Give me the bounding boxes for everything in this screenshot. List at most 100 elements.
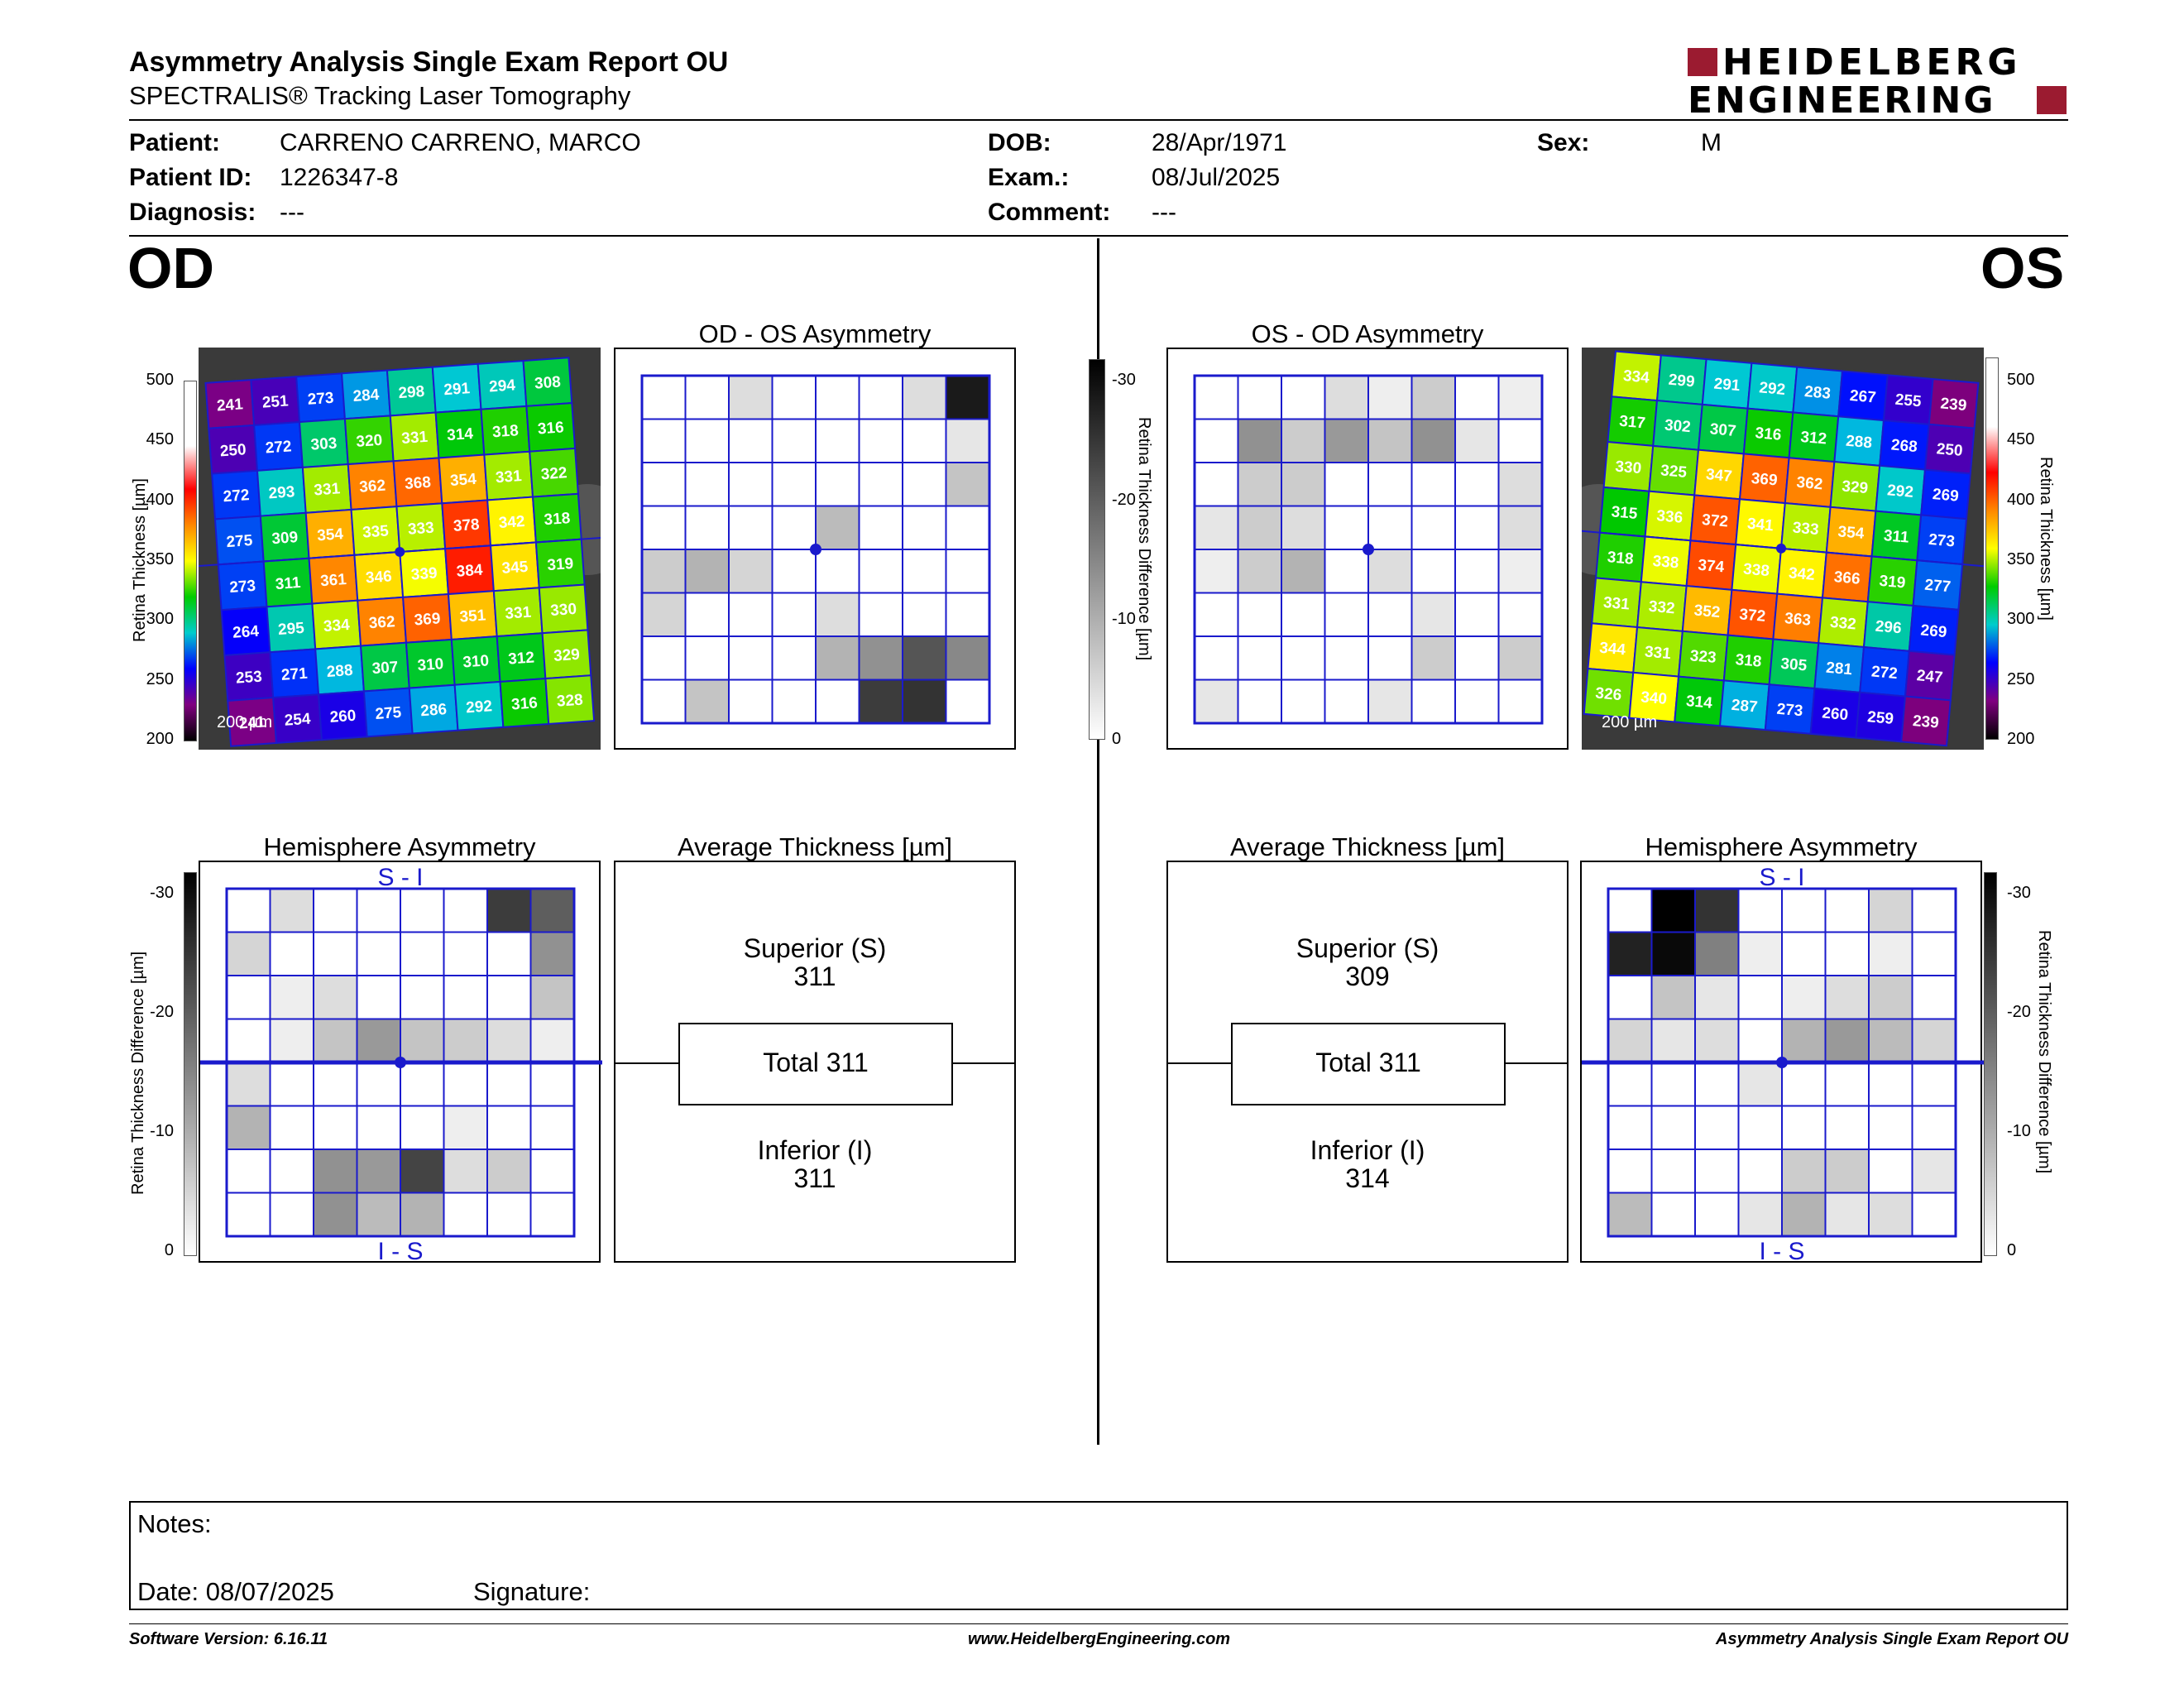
fovea-marker: [1776, 543, 1787, 554]
asymmetry-cell: [1410, 549, 1456, 594]
od-inferior-value: 311: [793, 1163, 836, 1193]
thickness-cell: [544, 674, 596, 726]
os-inferior-label: Inferior (I): [1310, 1135, 1425, 1165]
fovea-marker: [395, 546, 405, 557]
asymmetry-cell: [902, 418, 947, 463]
asymmetry-cell: [641, 635, 687, 681]
asymmetry-cell: [1824, 1105, 1870, 1150]
os-asymmetry-title: OS - OD Asymmetry: [1251, 319, 1484, 348]
asymmetry-cell: [443, 1062, 488, 1107]
patient-label: Patient:: [129, 129, 221, 156]
thickness-value: 277: [1924, 577, 1952, 597]
signature-label: Signature:: [473, 1577, 591, 1606]
thickness-value: 291: [443, 380, 472, 399]
thickness-value: 291: [1713, 376, 1741, 396]
center-diff-colorbar: [1089, 359, 1105, 740]
asymmetry-cell: [641, 418, 687, 463]
asymmetry-cell: [356, 888, 401, 933]
asymmetry-cell: [771, 592, 817, 637]
asymmetry-cell: [1454, 592, 1500, 637]
axis-tick-label: -30: [1112, 371, 1136, 389]
asymmetry-cell: [684, 549, 730, 594]
asymmetry-cell: [226, 1192, 271, 1237]
thickness-value: 260: [329, 707, 357, 727]
asymmetry-cell: [1410, 592, 1456, 637]
od-hemi-colorbar: [184, 872, 197, 1256]
asymmetry-cell: [858, 592, 903, 637]
asymmetry-cell: [641, 505, 687, 550]
asymmetry-cell: [945, 418, 990, 463]
asymmetry-cell: [1868, 931, 1913, 976]
asymmetry-cell: [1367, 592, 1413, 637]
thickness-value: 368: [405, 474, 432, 493]
asymmetry-cell: [858, 418, 903, 463]
asymmetry-cell: [226, 1062, 271, 1107]
report-title: Asymmetry Analysis Single Exam Report OU: [129, 46, 729, 78]
thickness-value: 294: [489, 376, 517, 396]
asymmetry-cell: [1497, 592, 1543, 637]
asymmetry-cell: [529, 888, 575, 933]
thickness-value: 319: [1879, 573, 1906, 592]
asymmetry-cell: [1454, 375, 1500, 420]
thickness-value: 331: [401, 429, 429, 448]
thickness-value: 311: [1883, 527, 1910, 547]
axis-tick-label: 350: [146, 550, 174, 568]
thickness-value: 342: [1788, 564, 1815, 584]
asymmetry-cell: [313, 1018, 358, 1063]
asymmetry-cell: [1781, 888, 1827, 933]
thickness-value: 314: [1685, 693, 1713, 712]
os-hemisphere-title: Hemisphere Asymmetry: [1645, 832, 1918, 861]
asymmetry-cell: [1367, 418, 1413, 463]
asymmetry-cell: [1694, 888, 1740, 933]
asymmetry-cell: [771, 549, 817, 594]
asymmetry-cell: [226, 975, 271, 1020]
thickness-value: 362: [1796, 474, 1823, 494]
thickness-value: 264: [232, 623, 261, 642]
thickness-value: 323: [1689, 647, 1717, 667]
thickness-value: 292: [1886, 482, 1913, 501]
asymmetry-cell: [728, 505, 774, 550]
asymmetry-cell: [1194, 418, 1239, 463]
asymmetry-cell: [815, 635, 860, 681]
notes-box[interactable]: Notes: Date: 08/07/2025 Signature:: [129, 1501, 2068, 1610]
thickness-value: 378: [453, 516, 480, 535]
thickness-value: 331: [1602, 594, 1631, 614]
os-average-panel: Superior (S) 309 Total 311 Inferior (I) …: [1166, 861, 1569, 1263]
od-thickness-map: 241 251 273 284 298 291 294 308 250 272 303 320 331 3…: [184, 348, 633, 750]
thickness-value: 271: [280, 665, 309, 684]
asymmetry-cell: [1324, 462, 1369, 507]
asymmetry-cell: [815, 679, 860, 724]
thickness-value: 338: [1652, 553, 1679, 573]
footer-software: Software Version: 6.16.11: [129, 1630, 328, 1648]
thickness-value: 316: [537, 419, 564, 438]
asymmetry-cell: [1410, 635, 1456, 681]
asymmetry-cell: [1497, 375, 1543, 420]
thickness-value: 330: [550, 601, 577, 620]
asymmetry-cell: [1650, 1018, 1696, 1063]
thickness-value: 286: [420, 701, 448, 720]
asymmetry-cell: [313, 931, 358, 976]
thickness-value: 269: [1932, 486, 1959, 506]
asymmetry-cell: [815, 549, 860, 594]
thickness-value: 354: [449, 471, 477, 490]
asymmetry-cell: [226, 888, 271, 933]
axis-tick-label: -30: [150, 884, 174, 902]
footer-website: www.HeidelbergEngineering.com: [968, 1630, 1231, 1648]
axis-tick-label: 250: [2007, 669, 2035, 688]
hemi-bottom-label: I - S: [1759, 1238, 1804, 1264]
thickness-value: 254: [284, 710, 312, 729]
asymmetry-cell: [313, 975, 358, 1020]
thickness-value: 316: [1755, 424, 1782, 444]
od-total-box: Total 311: [678, 1023, 953, 1105]
asymmetry-cell: [1281, 635, 1326, 681]
thickness-value: 293: [268, 483, 295, 502]
asymmetry-cell: [728, 592, 774, 637]
asymmetry-cell: [684, 462, 730, 507]
asymmetry-cell: [1868, 1062, 1913, 1107]
exam-value: 08/Jul/2025: [1152, 164, 1281, 191]
asymmetry-cell: [400, 1192, 445, 1237]
thickness-value: 341: [1746, 516, 1774, 535]
asymmetry-cell: [771, 375, 817, 420]
hemi-top-label: S - I: [1759, 864, 1804, 891]
asymmetry-cell: [269, 1105, 314, 1150]
